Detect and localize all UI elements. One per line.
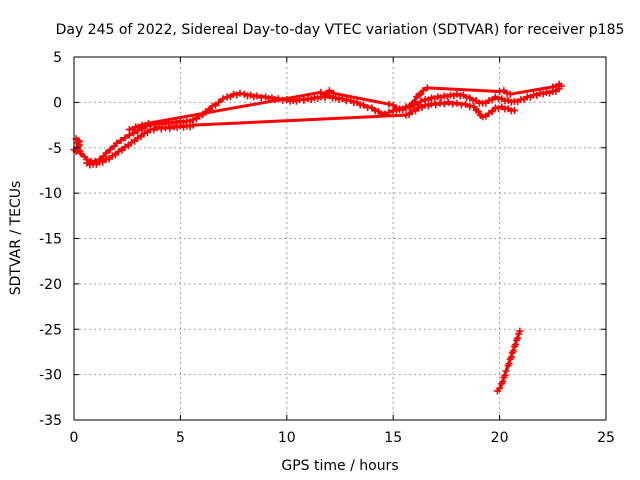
data-point xyxy=(423,84,431,92)
data-point xyxy=(507,353,515,361)
data-point xyxy=(514,334,522,342)
data-point xyxy=(485,109,493,117)
data-point xyxy=(176,122,184,130)
x-tick-label: 0 xyxy=(70,430,79,446)
data-point xyxy=(134,134,142,142)
y-tick-label: -5 xyxy=(48,141,62,157)
data-point xyxy=(462,100,470,108)
data-point xyxy=(253,92,261,100)
data-point xyxy=(76,149,84,157)
data-point xyxy=(385,100,393,108)
data-point xyxy=(321,90,329,98)
data-point xyxy=(121,143,129,151)
data-point xyxy=(496,87,504,95)
x-tick-label: 10 xyxy=(278,430,296,446)
data-point xyxy=(236,89,244,97)
data-point xyxy=(330,89,338,97)
y-tick-label: -25 xyxy=(39,322,62,338)
series-lower-band xyxy=(83,98,518,169)
data-point xyxy=(502,367,510,375)
data-point xyxy=(516,327,524,335)
data-point xyxy=(121,134,129,142)
y-tick-label: -20 xyxy=(39,277,62,293)
data-point xyxy=(317,88,325,96)
plot-frame xyxy=(73,56,607,421)
data-point xyxy=(402,104,410,112)
data-point xyxy=(496,384,504,392)
data-point xyxy=(75,137,83,145)
axes: 0 5 10 15 20 25 5 0 -5 -10 -15 -20 -25 -30 -35 xyxy=(39,50,615,446)
data-point xyxy=(510,107,518,115)
series-trace xyxy=(86,100,515,166)
data-point xyxy=(180,123,188,131)
x-axis-label: GPS time / hours xyxy=(281,458,398,474)
data-point xyxy=(137,133,145,141)
y-tick-label: -10 xyxy=(39,186,62,202)
data-point xyxy=(445,98,453,106)
data-point xyxy=(512,341,520,349)
y-tick-label: -15 xyxy=(39,232,62,248)
y-tick-label: -35 xyxy=(39,413,62,429)
data-point xyxy=(405,103,413,111)
data-point xyxy=(108,152,116,160)
data-point xyxy=(134,127,142,135)
y-tick-label: 5 xyxy=(53,50,62,66)
data-point xyxy=(506,90,514,98)
data-point xyxy=(127,138,135,146)
data-point xyxy=(106,146,114,154)
data-point xyxy=(215,98,223,106)
data-point xyxy=(557,82,565,90)
grid-lines xyxy=(74,57,606,420)
data-point xyxy=(131,137,139,145)
data-point xyxy=(432,101,440,109)
x-tick-label: 15 xyxy=(384,430,402,446)
data-point xyxy=(509,347,517,355)
data-point xyxy=(505,360,513,368)
data-point xyxy=(189,121,197,129)
data-point xyxy=(417,97,425,105)
x-tick-label: 5 xyxy=(176,430,185,446)
y-tick-label: 0 xyxy=(53,95,62,111)
data-points xyxy=(70,80,565,395)
data-point xyxy=(419,87,427,95)
data-point xyxy=(389,101,397,109)
data-point xyxy=(300,96,308,104)
y-tick-label: -30 xyxy=(39,368,62,384)
data-point xyxy=(118,146,126,154)
series-upper-band xyxy=(125,80,565,134)
series-excursion xyxy=(493,327,524,395)
data-point xyxy=(453,99,461,107)
data-point xyxy=(117,136,125,144)
data-point xyxy=(410,98,418,106)
data-point xyxy=(474,107,482,115)
data-point xyxy=(113,139,121,147)
data-point xyxy=(488,108,496,116)
data-point xyxy=(124,142,132,150)
data-point xyxy=(359,101,367,109)
data-point xyxy=(501,371,509,379)
x-tick-label: 25 xyxy=(597,430,615,446)
data-point xyxy=(219,95,227,103)
data-point xyxy=(325,87,333,95)
data-point xyxy=(440,100,448,108)
data-point xyxy=(130,129,138,137)
y-axis-label: SDTVAR / TECUs xyxy=(8,181,24,296)
data-point xyxy=(102,149,110,157)
data-point xyxy=(111,151,119,159)
data-point xyxy=(166,125,174,133)
data-point xyxy=(392,105,400,113)
data-point xyxy=(157,125,165,133)
data-point xyxy=(115,147,123,155)
data-point xyxy=(499,378,507,386)
data-point xyxy=(144,119,152,127)
x-tick-label: 20 xyxy=(491,430,509,446)
chart-title: Day 245 of 2022, Sidereal Day-to-day VTE… xyxy=(56,22,625,38)
data-point xyxy=(153,124,161,132)
